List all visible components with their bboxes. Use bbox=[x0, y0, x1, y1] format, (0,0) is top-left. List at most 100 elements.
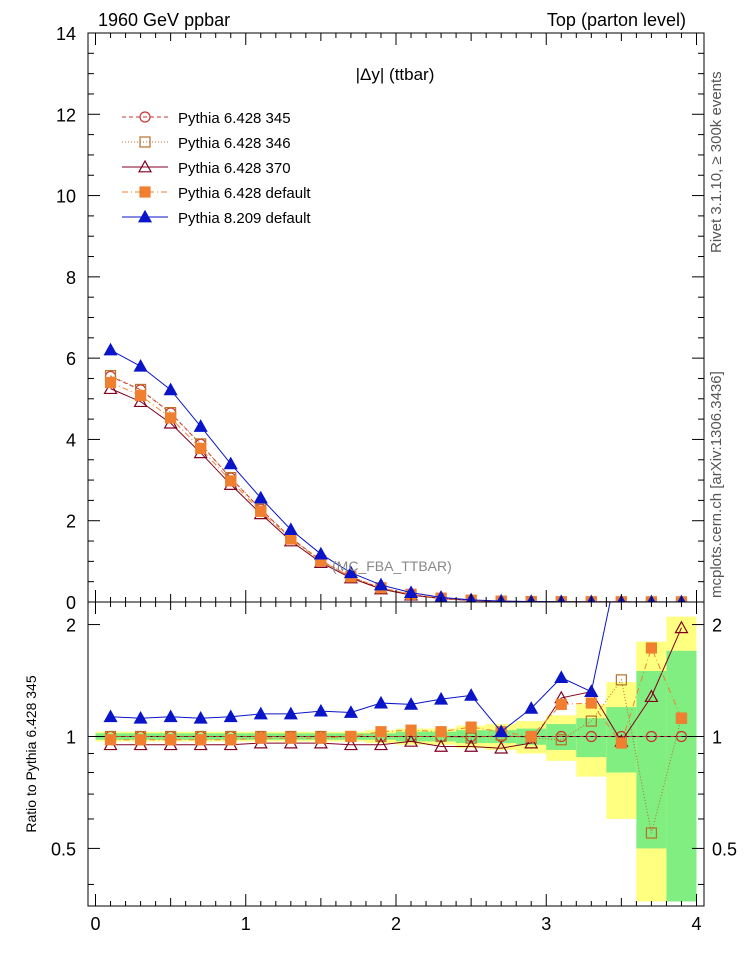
ratio-point-pythia-8-209-default-16 bbox=[584, 684, 599, 698]
ratio-point-pythia-8-209-default-13 bbox=[494, 724, 509, 738]
ratio-point-pythia-6-428-345-19 bbox=[675, 730, 688, 743]
legend-marker-pythia-6-428-346 bbox=[139, 136, 151, 148]
ratio-ylabel: Ratio to Pythia 6.428 345 bbox=[23, 675, 39, 832]
ratio-point-pythia-6-428-default-1 bbox=[134, 734, 147, 746]
legend-label-pythia-8-209-default: Pythia 8.209 default bbox=[178, 210, 311, 227]
ratio-ytick-label-left-1: 1 bbox=[66, 727, 76, 747]
rivet-label: Rivet 3.1.10, ≥ 300k events bbox=[708, 71, 725, 253]
ratio-point-pythia-6-428-370-14 bbox=[524, 735, 539, 749]
ratio-ytick-label-right-1: 1 bbox=[712, 727, 722, 747]
ratio-point-pythia-6-428-370-18 bbox=[644, 689, 659, 703]
band-green-15 bbox=[546, 724, 577, 750]
ratio-point-pythia-6-428-default-12 bbox=[465, 721, 477, 733]
legend-marker-pythia-6-428-default bbox=[139, 186, 151, 198]
ratio-point-pythia-6-428-346-18 bbox=[645, 827, 658, 839]
ratio-uncertainty-band bbox=[88, 616, 704, 902]
ratio-series-group bbox=[103, 602, 689, 839]
point-pythia-8-209-default-5 bbox=[253, 490, 268, 504]
point-pythia-8-209-default-11 bbox=[434, 590, 448, 602]
xtick-label-4: 4 bbox=[691, 914, 701, 934]
ratio-point-pythia-8-209-default-6 bbox=[283, 706, 298, 720]
plot-title: |Δy| (ttbar) bbox=[356, 65, 435, 84]
ratio-point-pythia-8-209-default-4 bbox=[223, 709, 238, 723]
point-pythia-8-209-default-2 bbox=[163, 382, 178, 396]
ratio-point-pythia-6-428-default-11 bbox=[435, 726, 447, 738]
point-pythia-6-428-default-6 bbox=[285, 533, 297, 545]
legend-marker-pythia-6-428-345 bbox=[139, 111, 151, 123]
main-ytick-label-7: 14 bbox=[56, 24, 76, 44]
legend-marker-pythia-8-209-default bbox=[137, 209, 153, 223]
point-pythia-8-209-default-8 bbox=[343, 565, 358, 579]
point-pythia-6-428-default-0 bbox=[104, 376, 117, 389]
xtick-label-2: 2 bbox=[391, 914, 401, 934]
ratio-point-pythia-8-209-default-12 bbox=[464, 688, 479, 701]
ratio-point-pythia-6-428-default-7 bbox=[315, 732, 327, 744]
legend: Pythia 6.428 345 Pythia 6.428 346 Pythia 6… bbox=[122, 110, 311, 227]
band-green-18 bbox=[636, 671, 667, 849]
ratio-point-pythia-6-428-default-10 bbox=[405, 724, 417, 736]
ratio-point-pythia-6-428-346-16 bbox=[585, 715, 597, 727]
ratio-point-pythia-8-209-default-11 bbox=[434, 691, 449, 705]
main-ytick-label-5: 10 bbox=[56, 187, 76, 207]
ratio-point-pythia-6-428-370-10 bbox=[404, 734, 419, 747]
header-right: Top (parton level) bbox=[547, 10, 686, 30]
point-pythia-8-209-default-9 bbox=[373, 577, 388, 591]
ratio-point-pythia-8-209-default-5 bbox=[253, 706, 268, 720]
ratio-point-pythia-6-428-370-9 bbox=[373, 737, 388, 751]
ratio-point-pythia-6-428-346-15 bbox=[555, 734, 567, 746]
ratio-point-pythia-8-209-default-15 bbox=[554, 670, 569, 684]
point-pythia-8-209-default-1 bbox=[133, 359, 148, 372]
xtick-label-3: 3 bbox=[541, 914, 551, 934]
ratio-point-pythia-8-209-default-9 bbox=[373, 695, 388, 709]
legend-label-pythia-6-428-default: Pythia 6.428 default bbox=[178, 185, 311, 202]
ratio-point-pythia-6-428-default-9 bbox=[375, 726, 387, 738]
ratio-ytick-label-left-0: 0.5 bbox=[51, 839, 76, 859]
ratio-point-pythia-6-428-346-17 bbox=[615, 674, 627, 686]
ratio-point-pythia-6-428-default-4 bbox=[225, 734, 237, 746]
ratio-point-pythia-8-209-default-0 bbox=[103, 709, 118, 723]
ratio-point-pythia-8-209-default-10 bbox=[404, 697, 419, 710]
main-ytick-label-3: 6 bbox=[66, 349, 76, 369]
ratio-point-pythia-6-428-370-11 bbox=[434, 739, 449, 752]
point-pythia-6-428-default-5 bbox=[255, 505, 267, 517]
main-ytick-label-6: 12 bbox=[56, 105, 76, 125]
point-pythia-8-209-default-7 bbox=[313, 546, 328, 560]
point-pythia-6-428-default-3 bbox=[195, 442, 207, 454]
ratio-point-pythia-8-209-default-8 bbox=[343, 705, 358, 718]
ratio-point-pythia-8-209-default-1 bbox=[133, 710, 148, 724]
ratio-point-pythia-6-428-370-13 bbox=[494, 740, 509, 754]
ratio-point-pythia-6-428-default-0 bbox=[104, 734, 117, 746]
point-pythia-6-428-default-2 bbox=[165, 412, 177, 424]
ratio-point-pythia-6-428-345-18 bbox=[645, 730, 658, 743]
analysis-watermark: (MC_FBA_TTBAR) bbox=[332, 558, 452, 574]
xtick-label-0: 0 bbox=[91, 914, 101, 934]
point-pythia-6-428-default-1 bbox=[134, 389, 147, 402]
main-ytick-label-4: 8 bbox=[66, 268, 76, 288]
band-green-16 bbox=[576, 718, 607, 758]
main-ytick-label-0: 0 bbox=[66, 593, 76, 613]
ratio-point-pythia-6-428-default-8 bbox=[345, 730, 357, 743]
ratio-point-pythia-6-428-default-14 bbox=[525, 730, 537, 743]
ratio-point-pythia-6-428-default-2 bbox=[165, 734, 177, 746]
ratio-point-pythia-6-428-370-19 bbox=[674, 620, 689, 634]
ratio-point-pythia-6-428-default-5 bbox=[255, 732, 267, 744]
main-ytick-label-2: 4 bbox=[66, 430, 76, 450]
header-left: 1960 GeV ppbar bbox=[98, 10, 230, 30]
legend-marker-pythia-6-428-370 bbox=[137, 159, 153, 173]
ratio-point-pythia-6-428-default-18 bbox=[645, 642, 658, 654]
ratio-point-pythia-6-428-370-12 bbox=[464, 739, 479, 752]
ratio-point-pythia-8-209-default-7 bbox=[313, 703, 328, 717]
point-pythia-8-209-default-3 bbox=[193, 419, 208, 432]
main-ytick-label-1: 2 bbox=[66, 512, 76, 532]
ratio-point-pythia-6-428-346-12 bbox=[465, 732, 477, 744]
ratio-point-pythia-6-428-default-3 bbox=[195, 734, 207, 746]
ratio-ytick-label-right-0: 0.5 bbox=[712, 839, 737, 859]
ratio-point-pythia-6-428-default-15 bbox=[555, 698, 567, 710]
legend-label-pythia-6-428-370: Pythia 6.428 370 bbox=[178, 160, 291, 177]
ratio-point-pythia-6-428-default-17 bbox=[615, 737, 627, 749]
point-pythia-8-209-default-0 bbox=[103, 342, 118, 356]
point-pythia-6-428-default-4 bbox=[225, 475, 237, 487]
ratio-point-pythia-8-209-default-2 bbox=[163, 709, 178, 723]
